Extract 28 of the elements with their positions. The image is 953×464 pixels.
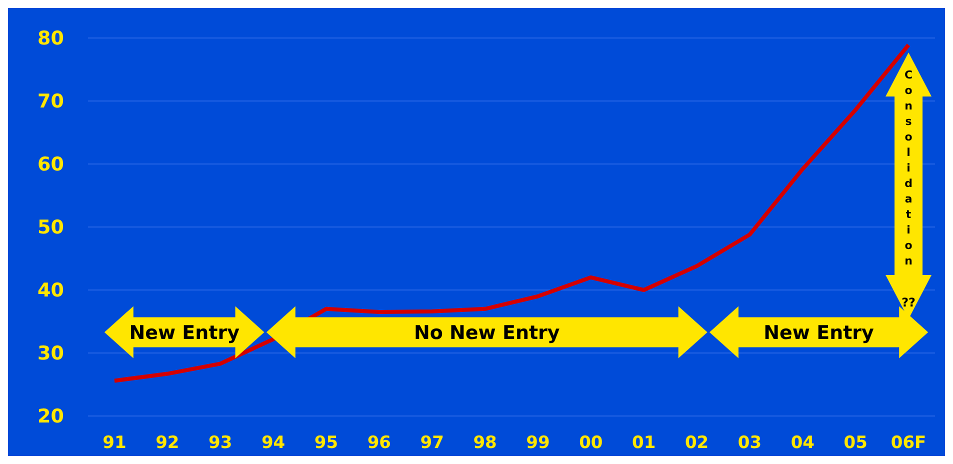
x-tick-label: 06F [890,433,926,454]
x-tick-label: 91 [102,433,126,454]
x-tick-label: 94 [261,433,286,454]
y-tick-label: 60 [38,154,64,176]
annotation: New Entry [764,322,875,344]
y-tick-label: 20 [38,406,64,428]
x-tick-label: 05 [844,433,868,454]
annotation: New Entry [129,322,240,344]
x-tick-label: 97 [420,433,444,454]
y-tick-label: 80 [38,28,64,50]
x-tick-label: 00 [579,433,603,454]
x-tick-label: 03 [738,433,762,454]
y-tick-label: 70 [38,90,64,113]
annotation: Consolidation [902,68,916,270]
y-tick-label: 50 [38,216,64,239]
x-tick-label: 98 [473,433,497,454]
annotation: No New Entry [414,322,560,344]
x-tick-label: 04 [790,433,815,454]
annotation: ?? [902,296,916,310]
x-tick-label: 93 [208,433,232,454]
x-tick-label: 99 [526,433,550,454]
x-tick-label: 02 [684,433,709,454]
y-tick-label: 40 [38,280,64,302]
y-tick-label: 30 [38,342,64,365]
x-tick-label: 01 [632,433,656,454]
x-tick-label: 96 [367,433,391,454]
x-tick-label: 95 [314,433,338,454]
x-tick-label: 92 [156,433,180,454]
